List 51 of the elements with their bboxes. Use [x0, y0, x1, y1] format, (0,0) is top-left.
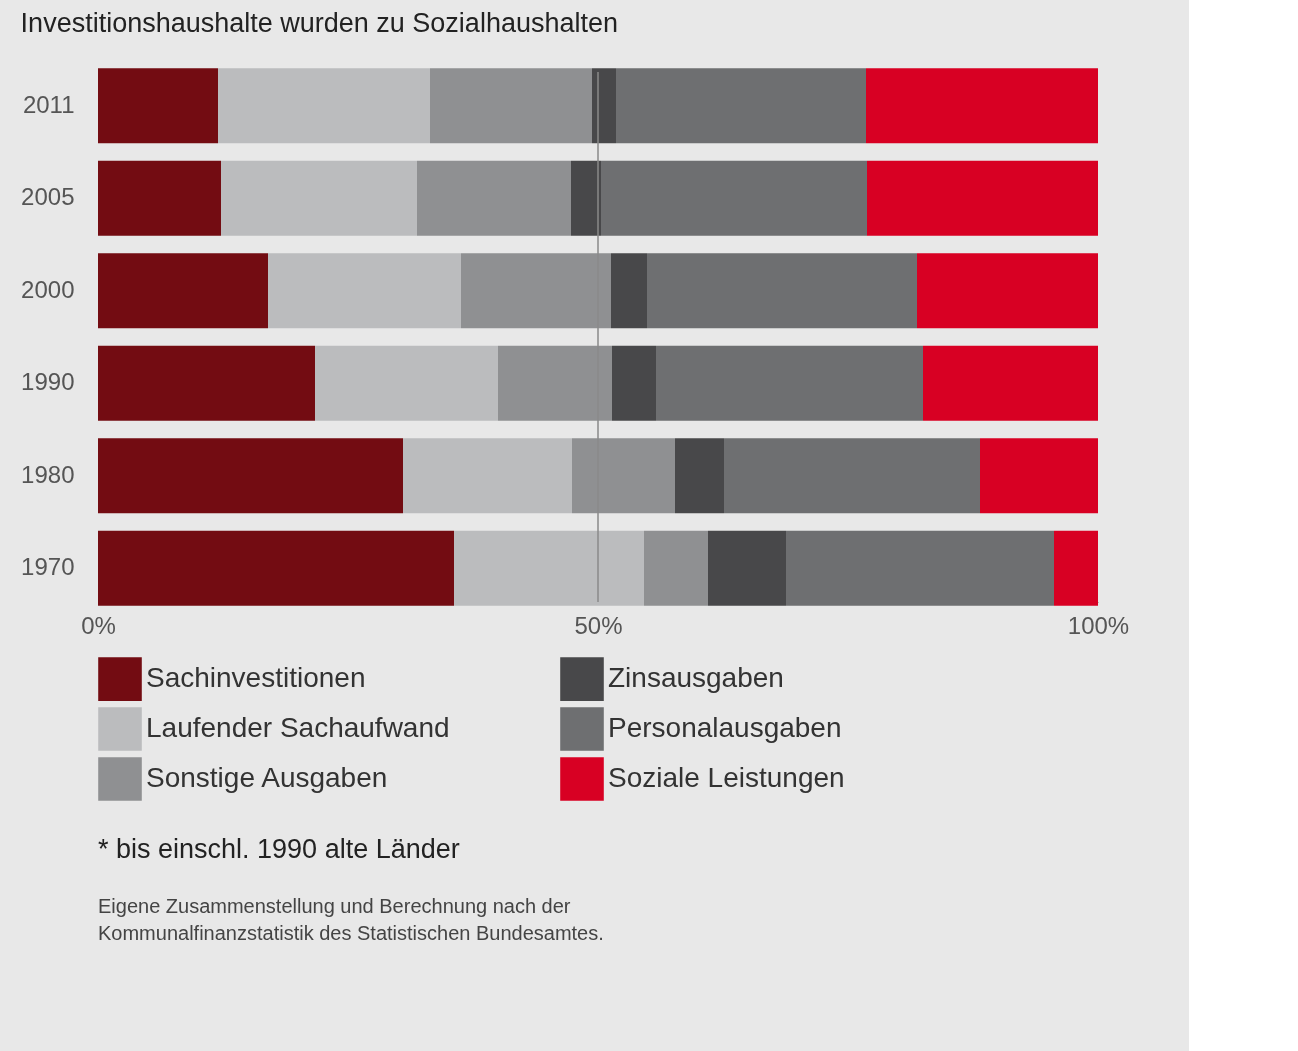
bar	[98, 530, 454, 606]
bar	[403, 438, 572, 514]
bar	[98, 345, 315, 421]
y-tick-label: 2000	[21, 275, 75, 303]
text: Eigene Zusammenstellung und Berechnung nach der Kommunalfinanzstatistik des Statistischen Bundesamtes.	[98, 895, 604, 944]
x-tick-label: 0%	[81, 611, 116, 639]
bar	[656, 345, 923, 421]
bar	[867, 160, 1098, 236]
y-tick-label: 1980	[21, 460, 75, 488]
bar	[917, 253, 1098, 329]
bar	[268, 253, 461, 329]
bar	[571, 160, 601, 236]
bar	[866, 68, 1098, 144]
bar	[221, 160, 417, 236]
bar	[724, 438, 980, 514]
bar	[980, 438, 1098, 514]
bar	[647, 253, 917, 329]
bar	[417, 160, 571, 236]
bar	[98, 68, 218, 144]
bar	[616, 68, 866, 144]
bar	[98, 253, 268, 329]
bar	[611, 253, 647, 329]
bar	[644, 530, 708, 606]
y-tick-label: 2005	[21, 183, 75, 211]
legend-label: Sonstige Ausgaben	[146, 762, 388, 793]
bar	[786, 530, 1054, 606]
x-tick-label: 50%	[574, 611, 623, 639]
bar	[430, 68, 592, 144]
legend-label: Personalausgaben	[608, 712, 842, 743]
bar	[601, 160, 867, 236]
bar	[708, 530, 786, 606]
y-tick-label: 2011	[22, 90, 75, 118]
legend-label: Soziale Leistungen	[608, 762, 845, 793]
text: * bis einschl. 1990 alte Länder	[98, 834, 460, 864]
bar	[1054, 530, 1098, 606]
legend-label: Laufender Sachaufwand	[146, 712, 450, 743]
y-tick-label: 1990	[21, 368, 75, 396]
bar	[675, 438, 724, 514]
bar	[315, 345, 498, 421]
y-tick-label: 1970	[21, 553, 75, 581]
bar	[592, 68, 616, 144]
bar	[454, 530, 644, 606]
bar	[98, 438, 403, 514]
bar	[923, 345, 1098, 421]
bar	[98, 160, 221, 236]
bar	[218, 68, 430, 144]
legend-label: Zinsausgaben	[608, 662, 784, 694]
chart-title: Investitionshaushalte wurden zu Sozialhaushalten	[20, 8, 618, 39]
legend-label: Sachinvestitionen	[146, 662, 366, 694]
x-tick-label: 100%	[1067, 611, 1130, 639]
bar	[612, 345, 656, 421]
